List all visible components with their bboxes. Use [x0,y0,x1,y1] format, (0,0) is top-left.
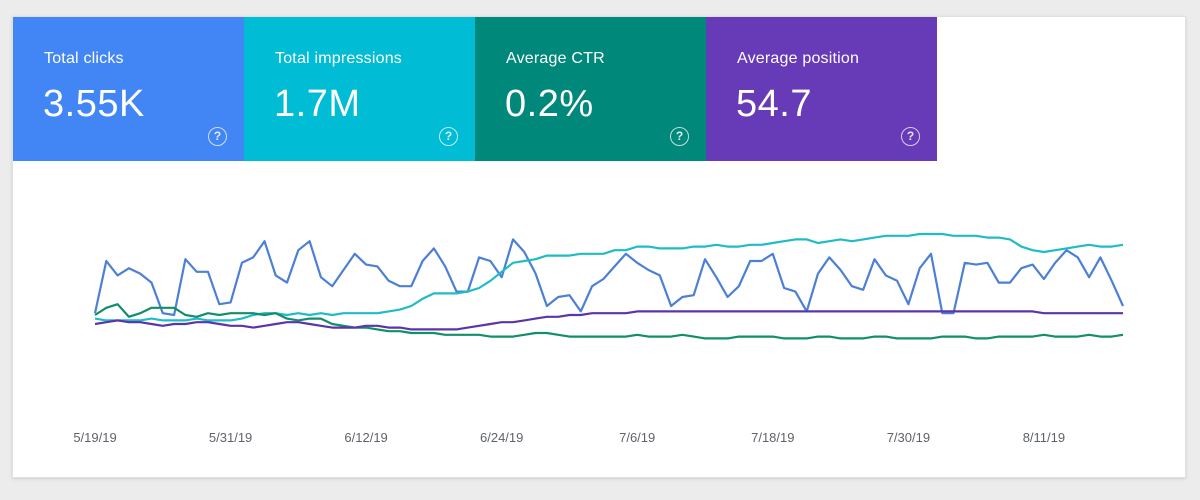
metric-label: Total impressions [275,50,403,67]
x-tick-label: 6/24/19 [480,430,523,445]
metric-tile-position[interactable]: Average position 54.7 ? [706,17,937,161]
help-circle-icon[interactable]: ? [901,127,920,146]
x-tick-label: 7/30/19 [887,430,930,445]
series-line-0 [93,238,1125,317]
series-line-2 [94,303,1124,340]
x-axis-ticks: 5/19/19 5/31/19 6/12/19 6/24/19 7/6/19 7/18/1… [73,430,1065,445]
x-tick-label: 7/6/19 [619,430,655,445]
help-circle-icon[interactable]: ? [439,127,458,146]
metric-label: Total clicks [44,50,124,67]
x-tick-label: 7/18/19 [751,430,794,445]
metric-value: 3.55K [43,83,145,125]
metric-value: 1.7M [274,83,361,125]
metric-tile-impressions[interactable]: Total impressions 1.7M ? [244,17,475,161]
metric-tiles: Total clicks 3.55K ? Total impressions 1… [13,17,937,161]
x-tick-label: 6/12/19 [344,430,387,445]
help-circle-icon[interactable]: ? [208,127,227,146]
help-circle-icon[interactable]: ? [670,127,689,146]
series-layer [93,232,1125,340]
x-tick-label: 8/11/19 [1023,430,1065,445]
x-tick-label: 5/31/19 [209,430,252,445]
performance-line-chart: 5/19/19 5/31/19 6/12/19 6/24/19 7/6/19 7/18/1… [73,232,1125,445]
metric-tile-ctr[interactable]: Average CTR 0.2% ? [475,17,706,161]
x-tick-label: 5/19/19 [73,430,116,445]
metric-value: 0.2% [505,83,594,125]
metric-tile-clicks[interactable]: Total clicks 3.55K ? [13,17,244,161]
series-line-1 [94,232,1124,322]
performance-card: Total clicks 3.55K ? Total impressions 1… [12,16,1186,478]
metric-label: Average CTR [506,50,605,67]
series-line-3 [94,310,1123,331]
metric-value: 54.7 [736,83,812,125]
metric-label: Average position [737,50,860,67]
